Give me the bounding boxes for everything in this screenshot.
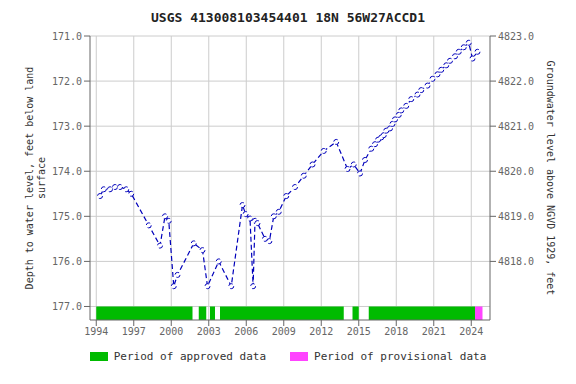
svg-text:171.0: 171.0: [52, 31, 82, 42]
svg-text:4819.0: 4819.0: [498, 211, 534, 222]
svg-text:2015: 2015: [347, 326, 371, 337]
svg-text:174.0: 174.0: [52, 166, 82, 177]
svg-text:2012: 2012: [309, 326, 333, 337]
svg-text:2000: 2000: [159, 326, 183, 337]
svg-text:176.0: 176.0: [52, 256, 82, 267]
svg-text:1994: 1994: [84, 326, 108, 337]
svg-text:Groundwater level above NGVD 1: Groundwater level above NGVD 1929, feet: [545, 61, 556, 296]
svg-text:177.0: 177.0: [52, 301, 82, 312]
svg-text:4820.0: 4820.0: [498, 166, 534, 177]
svg-text:2021: 2021: [422, 326, 446, 337]
svg-text:2006: 2006: [234, 326, 258, 337]
svg-text:4823.0: 4823.0: [498, 31, 534, 42]
svg-text:2024: 2024: [459, 326, 483, 337]
html-text:Period of provisional data: Period of provisional data: [314, 350, 487, 363]
html-text:USGS 413008103454401 18N 56W27: USGS 413008103454401 18N 56W27ACCD1: [151, 10, 425, 25]
svg-text:4818.0: 4818.0: [498, 256, 534, 267]
svg-text:173.0: 173.0: [52, 121, 82, 132]
svg-text:2018: 2018: [384, 326, 408, 337]
svg-text:Depth to water level, feet bel: Depth to water level, feet below landsur…: [24, 67, 47, 290]
svg-text:1997: 1997: [122, 326, 146, 337]
svg-text:172.0: 172.0: [52, 76, 82, 87]
svg-text:2009: 2009: [272, 326, 296, 337]
svg-text:4822.0: 4822.0: [498, 76, 534, 87]
svg-text:2003: 2003: [197, 326, 221, 337]
svg-text:4821.0: 4821.0: [498, 121, 534, 132]
svg-text:175.0: 175.0: [52, 211, 82, 222]
html-text:Period of approved data: Period of approved data: [113, 350, 267, 363]
